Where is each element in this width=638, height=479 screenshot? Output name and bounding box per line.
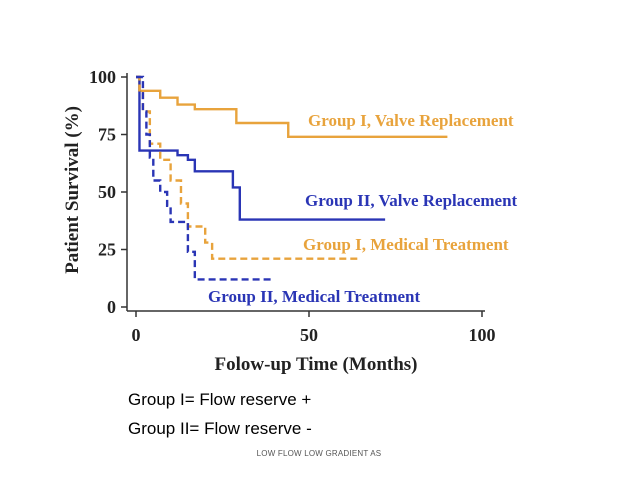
series-label-group2-valve: Group II, Valve Replacement [305, 191, 518, 210]
series-label-group1-valve: Group I, Valve Replacement [308, 111, 514, 130]
y-tick-label: 75 [98, 125, 116, 145]
footer-caption: LOW FLOW LOW GRADIENT AS [256, 449, 382, 458]
y-tick-label: 0 [107, 297, 116, 317]
x-tick-label: 50 [300, 325, 318, 345]
series-label-group2-medical: Group II, Medical Treatment [208, 287, 421, 306]
x-ticks: 0 50 100 [132, 311, 496, 345]
series-line-group2-valve [136, 75, 386, 221]
series-line-group1-medical [136, 75, 361, 260]
survival-chart: 0 25 50 75 100 0 50 100 Patient Survival (%) F… [62, 67, 518, 375]
series-line-group2-medical [136, 75, 275, 281]
x-tick-label: 0 [132, 325, 141, 345]
note-group2: Group II= Flow reserve - [128, 419, 312, 438]
note-group1: Group I= Flow reserve + [128, 390, 312, 409]
y-ticks: 0 25 50 75 100 [89, 67, 127, 317]
series-label-group1-medical: Group I, Medical Treatment [303, 235, 509, 254]
series-lines [136, 75, 448, 281]
series-line-group1-valve [136, 75, 448, 138]
y-axis-title: Patient Survival (%) [62, 106, 83, 274]
y-tick-label: 50 [98, 182, 116, 202]
y-tick-label: 100 [89, 67, 116, 87]
x-axis-title: Folow-up Time (Months) [214, 354, 417, 375]
y-tick-label: 25 [98, 240, 116, 260]
x-tick-label: 100 [469, 325, 496, 345]
